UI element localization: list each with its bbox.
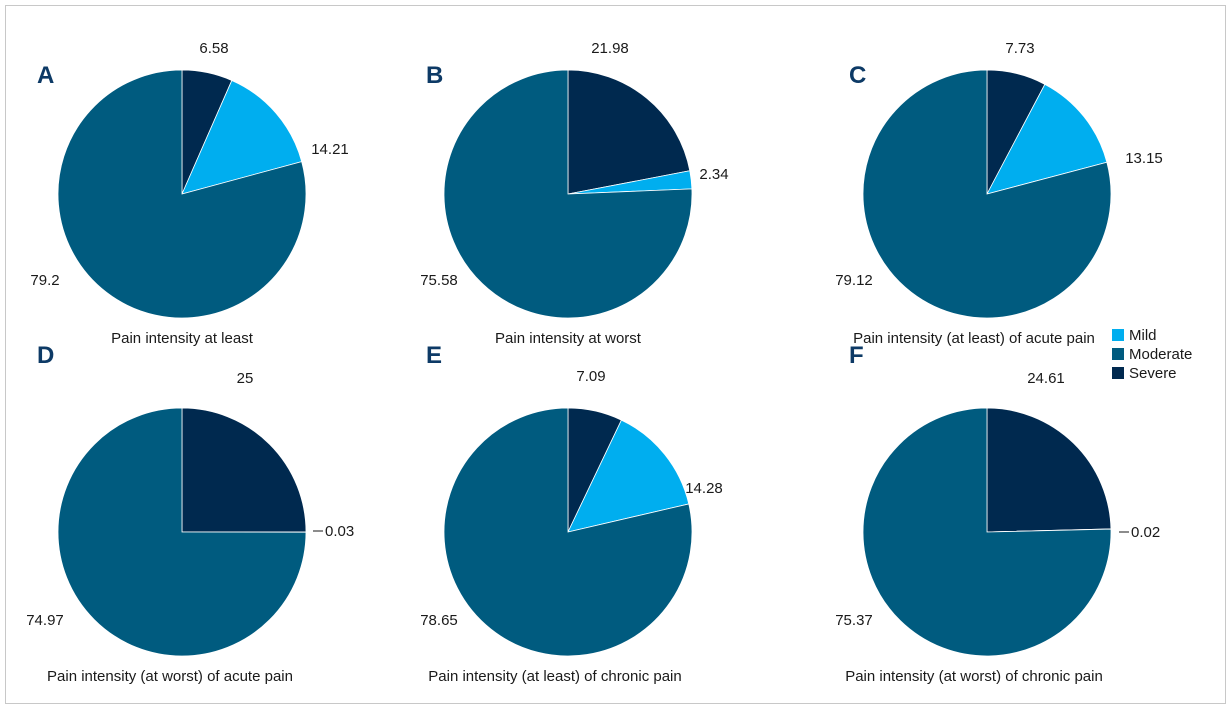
- panel-letter-d: D: [37, 342, 54, 369]
- data-label-b-severe: 21.98: [591, 40, 629, 57]
- legend-label-severe: Severe: [1129, 365, 1177, 382]
- pie-slice-b-moderate: [443, 69, 693, 319]
- panel-caption-e: Pain intensity (at least) of chronic pai…: [428, 668, 681, 685]
- panel-caption-b: Pain intensity at worst: [495, 330, 642, 347]
- pie-slice-d-moderate: [57, 407, 307, 657]
- data-label-f-mild: 0.02: [1131, 524, 1160, 541]
- data-label-f-severe: 24.61: [1027, 370, 1065, 387]
- pie-panel-c: 7.73 13.15 79.12 C Pain intensity (at least)…: [835, 40, 1163, 347]
- panel-caption-a: Pain intensity at least: [111, 330, 254, 347]
- panel-letter-e: E: [426, 342, 442, 369]
- data-label-d-mild: 0.03: [325, 523, 354, 540]
- pie-slice-e-moderate: [443, 407, 693, 657]
- panel-caption-d: Pain intensity (at worst) of acute pain: [47, 668, 293, 685]
- data-label-e-moderate: 78.65: [420, 612, 458, 629]
- pie-slice-c-moderate: [862, 69, 1112, 319]
- pie-slice-e-mild: [567, 419, 690, 533]
- data-label-a-moderate: 79.2: [30, 272, 59, 289]
- legend-swatch-mild: [1112, 329, 1124, 341]
- pie-chart-grid: 6.58 14.21 79.2 A Pain intensity at least 21.…: [26, 40, 1192, 685]
- legend-label-moderate: Moderate: [1129, 346, 1192, 363]
- panel-caption-f: Pain intensity (at worst) of chronic pai…: [845, 668, 1103, 685]
- pie-slice-a-mild: [181, 79, 303, 195]
- pie-slice-f-moderate: [862, 407, 1112, 657]
- pie-slice-c-mild: [986, 83, 1108, 195]
- data-label-c-moderate: 79.12: [835, 272, 873, 289]
- data-label-e-mild: 14.28: [685, 480, 723, 497]
- panel-letter-b: B: [426, 62, 443, 89]
- legend-swatch-moderate: [1112, 348, 1124, 360]
- data-label-b-moderate: 75.58: [420, 272, 458, 289]
- pie-slice-d-severe: [181, 407, 307, 533]
- data-label-d-severe: 25: [237, 370, 254, 387]
- pie-slice-a-moderate: [57, 69, 307, 319]
- data-label-a-severe: 6.58: [199, 40, 228, 57]
- legend-swatch-severe: [1112, 367, 1124, 379]
- panel-letter-a: A: [37, 62, 54, 89]
- pie-slice-b-severe: [567, 69, 691, 195]
- panel-letter-f: F: [849, 342, 864, 369]
- data-label-d-moderate: 74.97: [26, 612, 64, 629]
- pie-panel-e: 7.09 14.28 78.65 E Pain intensity (at least)…: [420, 342, 723, 685]
- data-label-b-mild: 2.34: [699, 166, 728, 183]
- panel-caption-c: Pain intensity (at least) of acute pain: [853, 330, 1095, 347]
- pie-panel-d: 25 0.03 74.97 D Pain intensity (at worst) of…: [26, 342, 354, 685]
- figure-frame: 6.58 14.21 79.2 A Pain intensity at least 21.…: [5, 5, 1226, 704]
- legend-label-mild: Mild: [1129, 327, 1157, 344]
- data-label-f-moderate: 75.37: [835, 612, 873, 629]
- data-label-c-mild: 13.15: [1125, 150, 1163, 167]
- data-label-c-severe: 7.73: [1005, 40, 1034, 57]
- pie-panel-f: 24.61 0.02 75.37 F Pain intensity (at worst)…: [835, 342, 1160, 685]
- pie-slice-f-severe: [986, 407, 1112, 533]
- pie-panel-b: 21.98 2.34 75.58 B Pain intensity at worst: [420, 40, 728, 347]
- legend: Mild Moderate Severe: [1112, 327, 1192, 382]
- data-label-a-mild: 14.21: [311, 141, 349, 158]
- panel-letter-c: C: [849, 62, 866, 89]
- data-label-e-severe: 7.09: [576, 368, 605, 385]
- pie-panel-a: 6.58 14.21 79.2 A Pain intensity at least: [30, 40, 348, 347]
